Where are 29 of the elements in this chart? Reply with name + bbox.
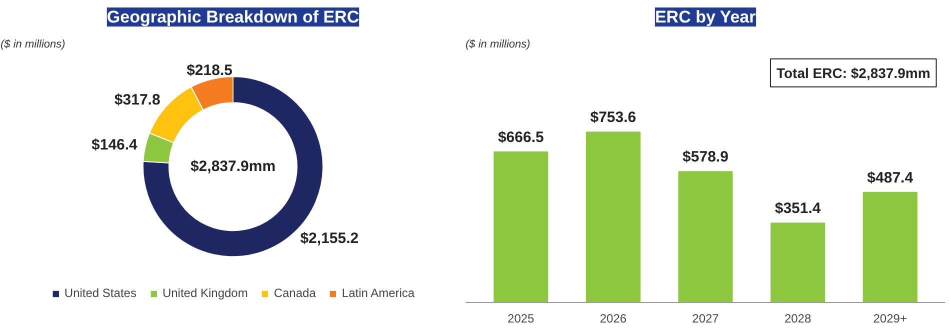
data-label: $351.4 [774,200,822,218]
legend-label: Canada [274,286,316,300]
data-label: $578.9 [682,148,728,166]
data-label: $753.6 [590,109,636,126]
data-label: $2,155.2 [300,230,359,248]
legend-label: Latin America [342,286,415,300]
data-label: $317.8 [114,92,160,109]
chart-subtitle: ($ in millions) [466,38,531,50]
bar [862,192,918,302]
data-label: $487.4 [867,169,914,186]
text: Total ERC: $2,837.9mm [776,64,930,81]
bar [770,222,826,302]
text: $2,837.9mm [190,158,276,176]
bar [494,151,548,302]
x-tick-label: 2025 [508,312,535,326]
x-tick-label: 2029+ [873,312,907,326]
chart-subtitle: ($ in millions) [0,38,66,50]
x-tick-label: 2028 [784,312,812,326]
x-tick-label: 2027 [692,312,720,326]
x-tick-label: 2026 [600,312,627,326]
legend-label: United Kingdom [162,286,248,300]
data-label: $666.5 [498,128,544,146]
chart-title: Geographic Breakdown of ERC [106,8,360,26]
chart-title: ERC by Year [654,8,756,26]
bar [678,171,733,302]
data-label: $146.4 [92,136,138,154]
legend-label: United States [64,286,136,300]
bar [586,132,640,302]
data-label: $218.5 [186,62,232,80]
